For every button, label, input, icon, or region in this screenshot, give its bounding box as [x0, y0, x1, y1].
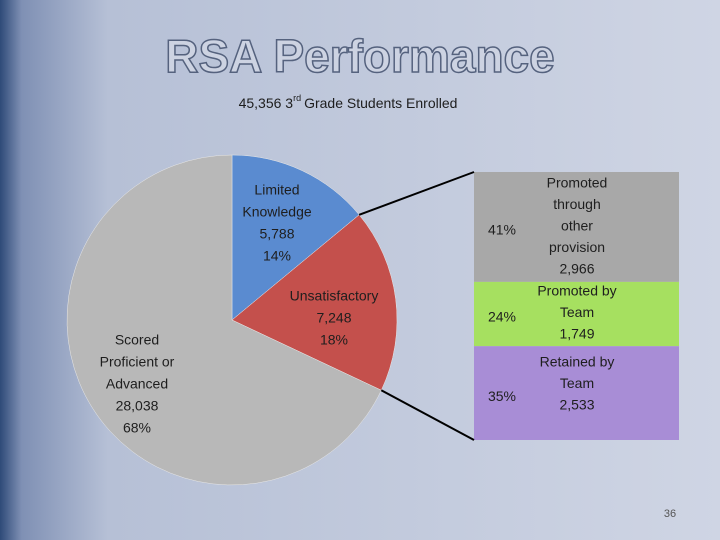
pie-slice: [66, 154, 382, 486]
slide-title: RSA Performance: [165, 30, 554, 82]
slice-label: Unsatisfactory: [290, 288, 379, 304]
segment-label: through: [553, 196, 600, 212]
slice-percent: 18%: [320, 332, 348, 348]
slice-count: 28,038: [116, 398, 159, 414]
slice-count: 7,248: [316, 310, 351, 326]
slice-label: Proficient or: [100, 354, 175, 370]
segment-label: other: [561, 218, 593, 234]
subtitle: 45,356 3rd Grade Students Enrolled: [239, 93, 458, 110]
slice-label: Scored: [115, 332, 159, 348]
bar-segment: [474, 172, 679, 282]
slice-label: Limited: [254, 182, 299, 198]
slice-label: Advanced: [106, 376, 168, 392]
slice-count: 5,788: [259, 226, 294, 242]
pie-slice: [231, 214, 398, 391]
segment-label: Retained by: [540, 354, 615, 370]
subtitle-sup: rd: [293, 93, 301, 103]
segment-count: 2,966: [559, 261, 594, 277]
connector: [380, 389, 475, 441]
segment-percent: 24%: [488, 309, 516, 325]
segment-label: Team: [560, 375, 594, 391]
subtitle-text: 45,356 3: [239, 95, 294, 111]
segment-percent: 41%: [488, 222, 516, 238]
pie-slice: [231, 154, 360, 321]
bar-segment: [474, 346, 679, 440]
subtitle-rest: Grade Students Enrolled: [304, 95, 457, 111]
segment-label: Team: [560, 304, 594, 320]
segment-label: Promoted by: [537, 283, 616, 299]
segment-percent: 35%: [488, 388, 516, 404]
segment-label: Promoted: [547, 175, 608, 191]
bar-segment: [474, 281, 679, 347]
segment-label: provision: [549, 239, 605, 255]
segment-count: 2,533: [559, 397, 594, 413]
page-number: 36: [664, 508, 676, 520]
connector: [358, 171, 475, 216]
slice-percent: 68%: [123, 420, 151, 436]
slice-label: Knowledge: [242, 204, 311, 220]
segment-count: 1,749: [559, 326, 594, 342]
slice-percent: 14%: [263, 248, 291, 264]
